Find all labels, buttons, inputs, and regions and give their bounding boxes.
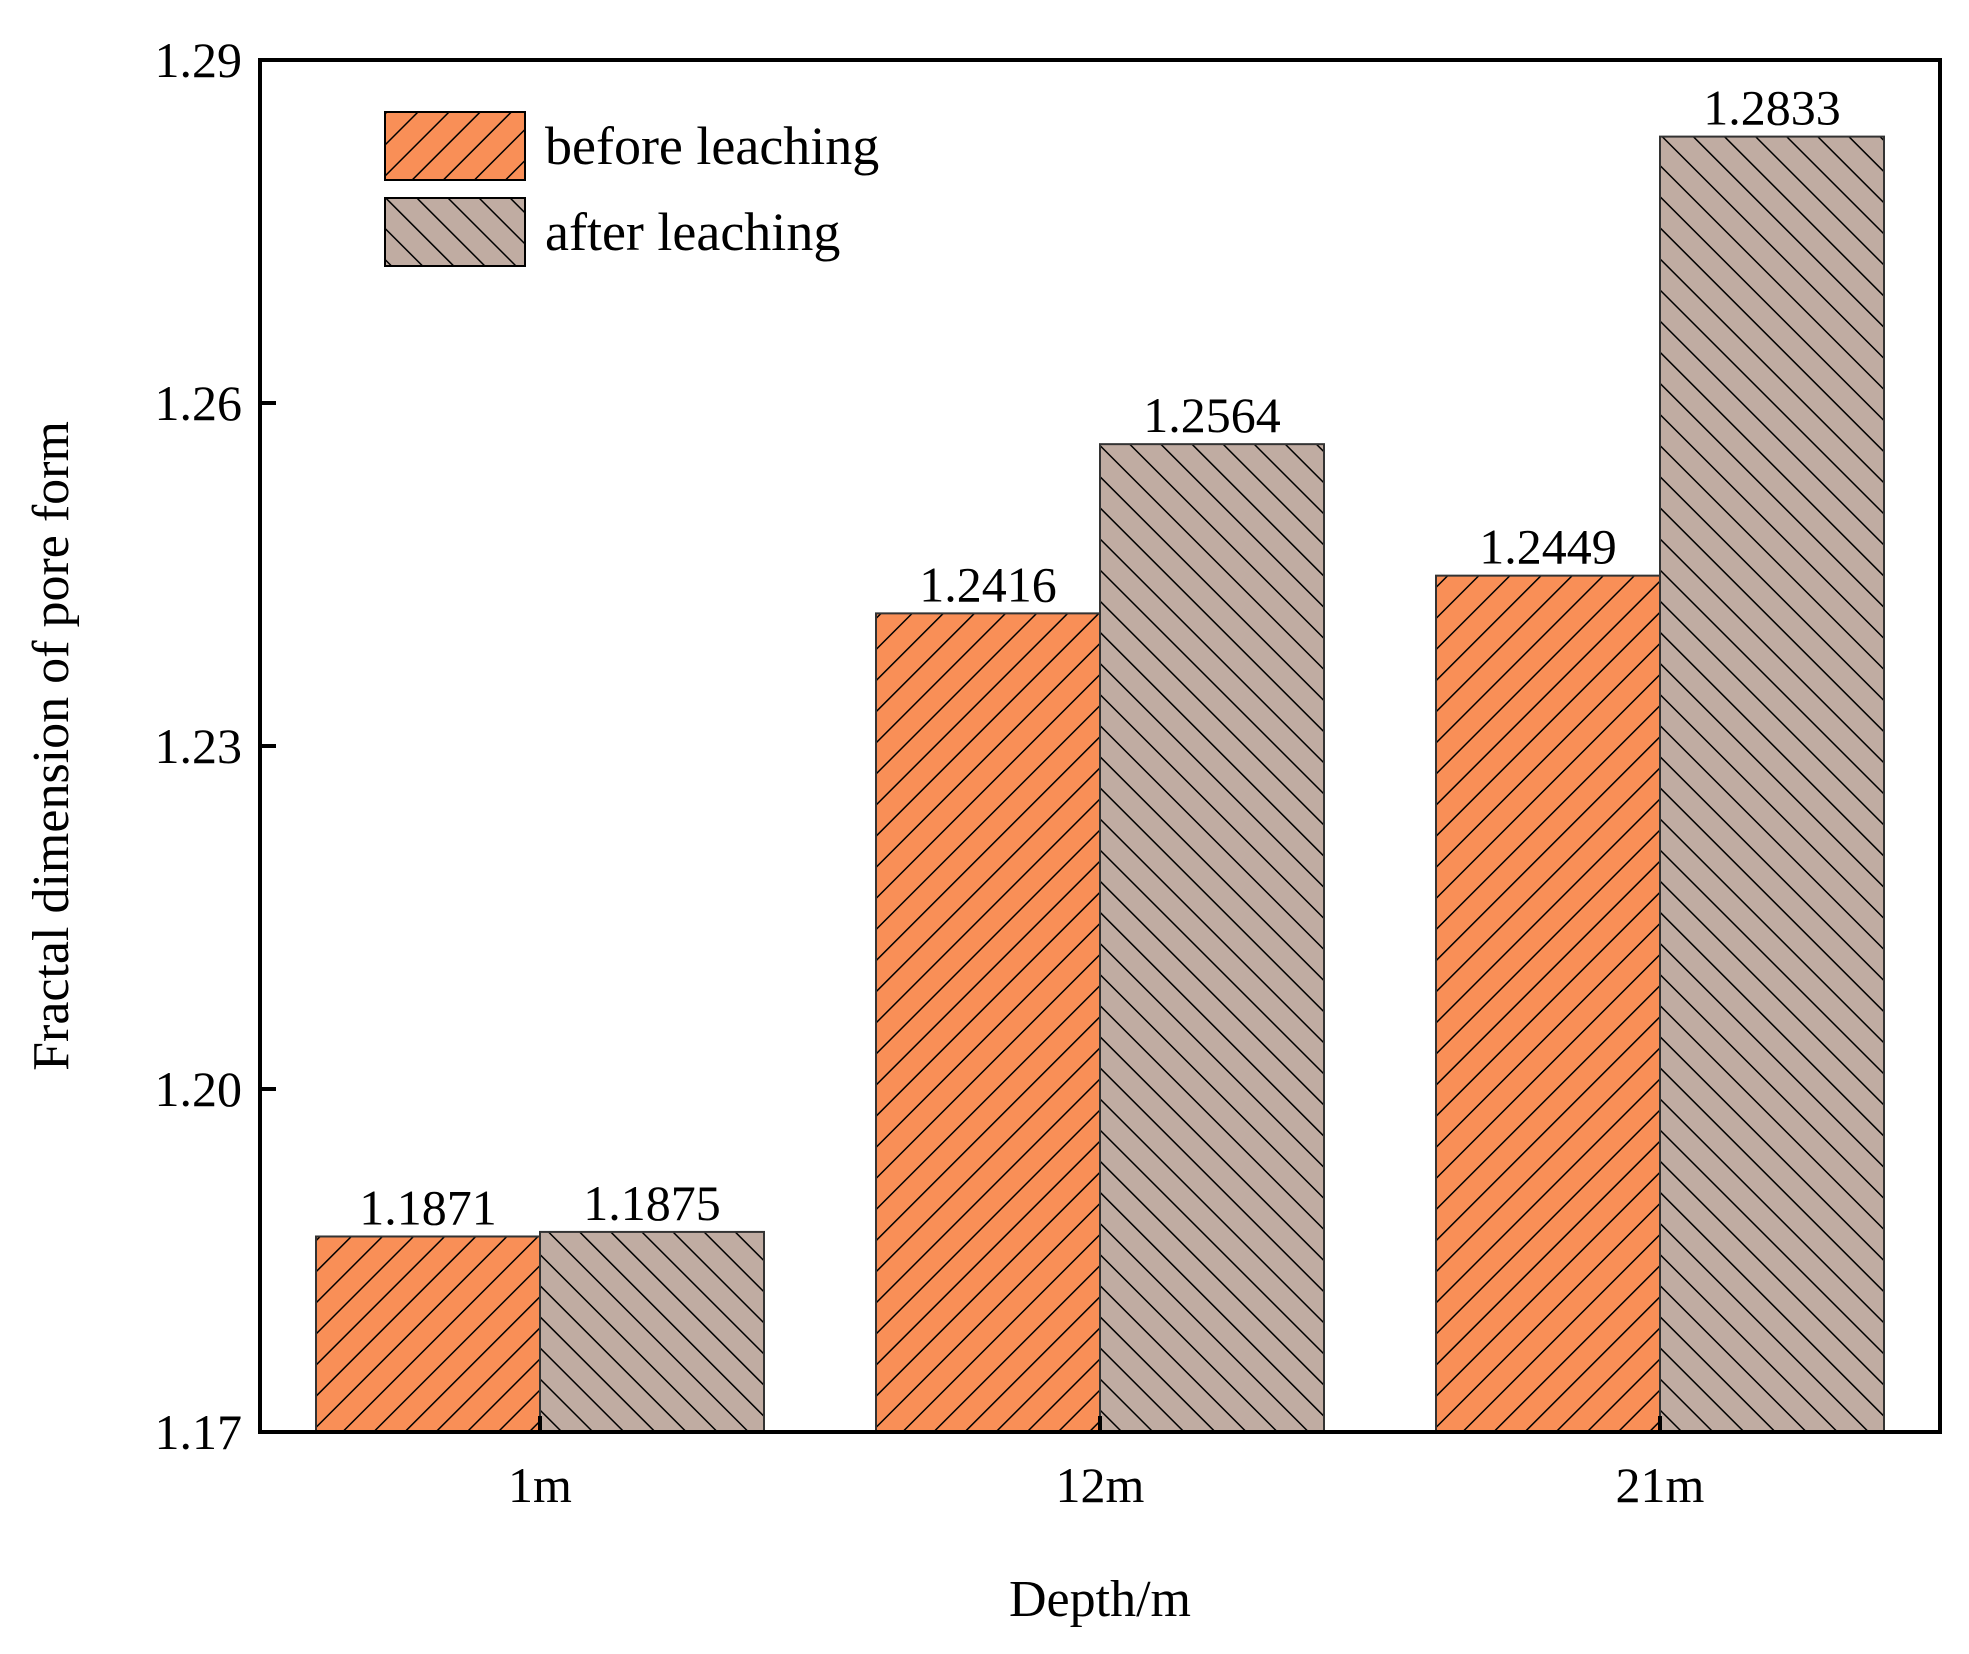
legend-label-before-leaching: before leaching	[545, 116, 879, 176]
legend-swatch-before-leaching	[384, 111, 526, 181]
y-tick-label: 1.26	[155, 375, 243, 431]
legend-swatch-after-leaching	[384, 197, 526, 267]
y-tick-label: 1.17	[155, 1404, 243, 1460]
legend-item-after-leaching: after leaching	[384, 197, 840, 267]
legend-label-after-leaching: after leaching	[545, 202, 840, 262]
bar-after-leaching-12m	[1099, 443, 1325, 1434]
x-axis-ticks: 1m 12m 21m	[508, 1416, 1705, 1513]
bar-before-leaching-12m	[875, 612, 1101, 1433]
bar-after-leaching-21m	[1659, 135, 1885, 1433]
x-axis-title: Depth/m	[1009, 1571, 1191, 1628]
data-label-before-leaching-21m: 1.2449	[1479, 519, 1617, 575]
legend-item-before-leaching: before leaching	[384, 111, 879, 181]
bar-after-leaching-1m	[539, 1230, 765, 1433]
y-tick-label: 1.20	[155, 1061, 243, 1117]
bars-group	[315, 135, 1885, 1434]
data-label-after-leaching-1m: 1.1875	[583, 1175, 721, 1231]
data-label-before-leaching-12m: 1.2416	[919, 556, 1057, 612]
y-axis-title: Fractal dimension of pore form	[23, 421, 80, 1071]
data-label-after-leaching-21m: 1.2833	[1703, 80, 1841, 136]
data-label-after-leaching-12m: 1.2564	[1143, 387, 1281, 443]
y-tick-label: 1.23	[155, 718, 243, 774]
bar-before-leaching-1m	[315, 1235, 541, 1433]
bar-before-leaching-21m	[1435, 574, 1661, 1433]
y-tick-label: 1.29	[155, 32, 243, 88]
x-tick-label: 1m	[508, 1457, 572, 1513]
x-tick-label: 12m	[1056, 1457, 1145, 1513]
data-labels-group: 1.1871 1.1875 1.2416 1.2564 1.2449 1.2833	[359, 80, 1841, 1236]
x-tick-label: 21m	[1616, 1457, 1705, 1513]
data-label-before-leaching-1m: 1.1871	[359, 1179, 497, 1235]
legend: before leaching after leaching	[384, 111, 879, 267]
y-axis-ticks: 1.17 1.20 1.23 1.26 1.29	[155, 32, 276, 1460]
